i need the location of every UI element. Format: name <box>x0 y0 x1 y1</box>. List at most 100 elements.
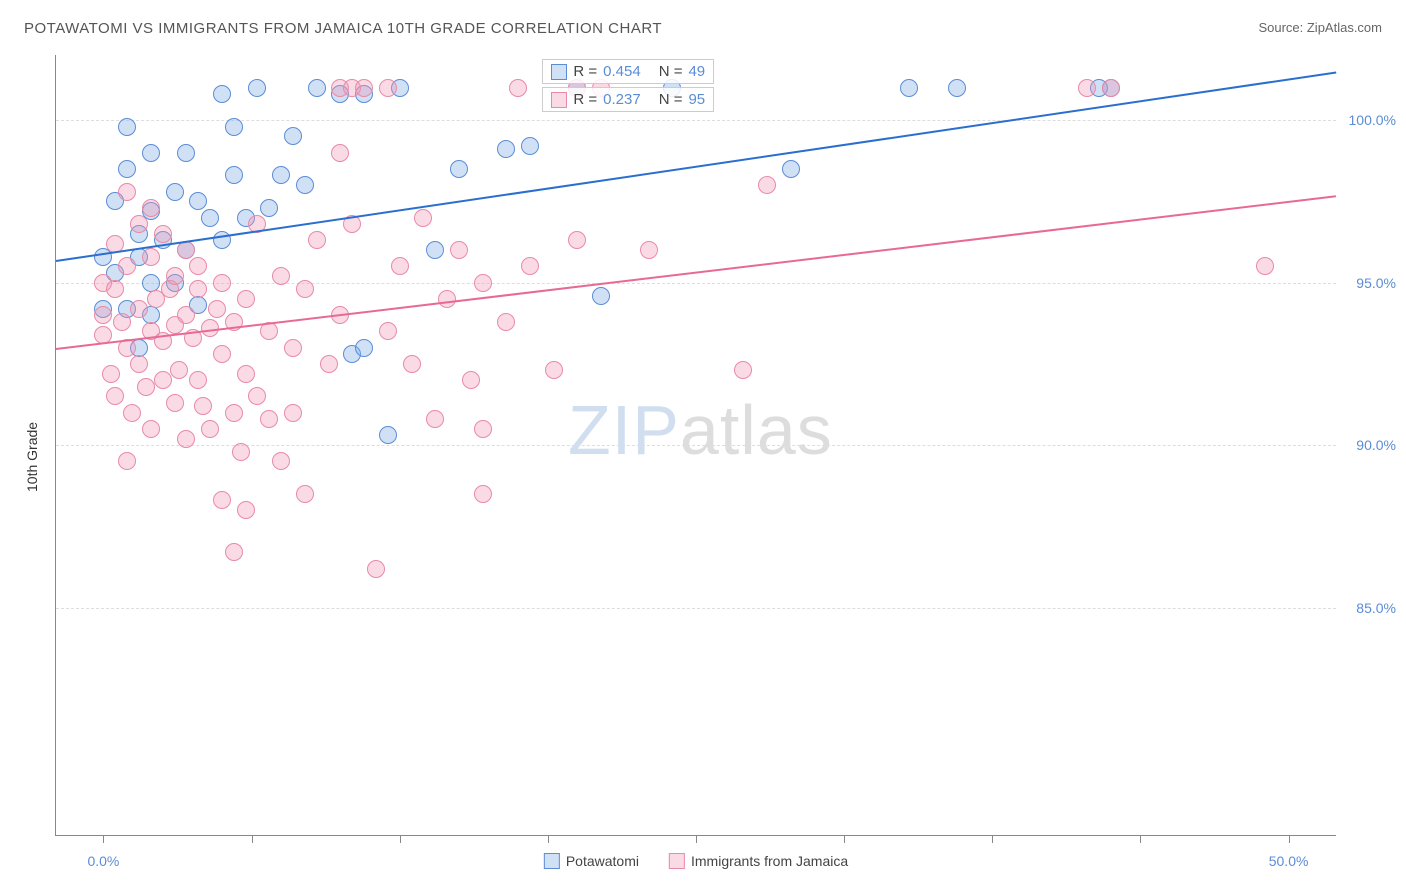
data-point <box>474 420 492 438</box>
data-point <box>213 85 231 103</box>
x-tick-mark <box>103 835 104 843</box>
stat-r-value: 0.454 <box>603 63 641 80</box>
data-point <box>166 183 184 201</box>
x-tick-mark <box>1289 835 1290 843</box>
watermark: ZIPatlas <box>568 390 833 470</box>
data-point <box>102 365 120 383</box>
data-point <box>355 339 373 357</box>
data-point <box>509 79 527 97</box>
grid-line <box>56 120 1336 121</box>
data-point <box>201 209 219 227</box>
data-point <box>189 257 207 275</box>
data-point <box>177 144 195 162</box>
data-point <box>118 160 136 178</box>
x-tick-mark <box>992 835 993 843</box>
data-point <box>237 290 255 308</box>
stat-swatch <box>551 92 567 108</box>
data-point <box>450 241 468 259</box>
data-point <box>900 79 918 97</box>
data-point <box>154 371 172 389</box>
x-tick-mark <box>844 835 845 843</box>
legend-swatch-pink <box>669 853 685 869</box>
data-point <box>497 313 515 331</box>
source-link[interactable]: ZipAtlas.com <box>1307 20 1382 35</box>
chart-title: POTAWATOMI VS IMMIGRANTS FROM JAMAICA 10… <box>24 20 662 37</box>
data-point <box>166 267 184 285</box>
data-point <box>355 79 373 97</box>
stat-r-label: R = <box>573 63 597 80</box>
grid-line <box>56 283 1336 284</box>
data-point <box>248 387 266 405</box>
data-point <box>142 144 160 162</box>
data-point <box>225 404 243 422</box>
grid-line <box>56 608 1336 609</box>
data-point <box>232 443 250 461</box>
data-point <box>237 501 255 519</box>
stat-n-value: 95 <box>688 91 705 108</box>
y-tick-label: 90.0% <box>1356 437 1396 453</box>
data-point <box>284 339 302 357</box>
data-point <box>248 79 266 97</box>
data-point <box>462 371 480 389</box>
data-point <box>201 420 219 438</box>
data-point <box>118 257 136 275</box>
data-point <box>237 365 255 383</box>
data-point <box>1102 79 1120 97</box>
data-point <box>123 404 141 422</box>
x-tick-mark <box>400 835 401 843</box>
data-point <box>308 79 326 97</box>
data-point <box>106 387 124 405</box>
data-point <box>284 404 302 422</box>
data-point <box>225 543 243 561</box>
stat-r-label: R = <box>573 91 597 108</box>
watermark-zip: ZIP <box>568 391 680 469</box>
data-point <box>225 166 243 184</box>
data-point <box>296 485 314 503</box>
data-point <box>331 144 349 162</box>
data-point <box>118 452 136 470</box>
data-point <box>213 274 231 292</box>
correlation-stat-box: R = 0.237 N = 95 <box>542 87 714 112</box>
stat-n-value: 49 <box>688 63 705 80</box>
data-point <box>308 231 326 249</box>
data-point <box>260 199 278 217</box>
data-point <box>177 306 195 324</box>
data-point <box>142 274 160 292</box>
data-point <box>213 345 231 363</box>
data-point <box>166 394 184 412</box>
data-point <box>142 248 160 266</box>
data-point <box>284 127 302 145</box>
data-point <box>379 426 397 444</box>
data-point <box>474 485 492 503</box>
data-point <box>208 300 226 318</box>
data-point <box>154 225 172 243</box>
legend-label-pink: Immigrants from Jamaica <box>691 853 848 869</box>
data-point <box>170 361 188 379</box>
data-point <box>497 140 515 158</box>
data-point <box>545 361 563 379</box>
data-point <box>474 274 492 292</box>
data-point <box>296 176 314 194</box>
watermark-atlas: atlas <box>680 391 833 469</box>
y-tick-label: 95.0% <box>1356 275 1396 291</box>
data-point <box>118 183 136 201</box>
data-point <box>1078 79 1096 97</box>
y-tick-label: 100.0% <box>1349 112 1396 128</box>
data-point <box>130 300 148 318</box>
data-point <box>521 257 539 275</box>
stat-n-label: N = <box>659 91 683 108</box>
stat-swatch <box>551 64 567 80</box>
x-tick-mark <box>548 835 549 843</box>
data-point <box>118 118 136 136</box>
legend-item-pink: Immigrants from Jamaica <box>669 853 848 869</box>
legend-label-blue: Potawatomi <box>566 853 639 869</box>
data-point <box>568 231 586 249</box>
x-tick-mark <box>696 835 697 843</box>
data-point <box>142 420 160 438</box>
data-point <box>177 430 195 448</box>
stat-r-value: 0.237 <box>603 91 641 108</box>
data-point <box>391 257 409 275</box>
data-point <box>189 280 207 298</box>
x-tick-mark <box>252 835 253 843</box>
data-point <box>272 166 290 184</box>
